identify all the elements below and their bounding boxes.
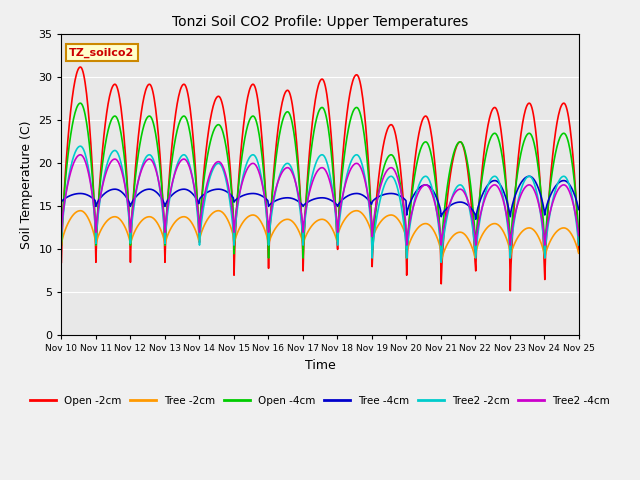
Tree -4cm bbox=[200, 192, 207, 197]
Tree -4cm bbox=[173, 189, 180, 194]
Tree2 -2cm bbox=[399, 210, 406, 216]
Tree2 -4cm bbox=[76, 152, 84, 157]
Tree -4cm bbox=[383, 191, 390, 197]
Tree -4cm bbox=[525, 173, 533, 179]
Tree2 -2cm bbox=[201, 199, 209, 204]
Open -2cm bbox=[575, 249, 582, 254]
Tree -2cm bbox=[353, 208, 360, 214]
Tree2 -2cm bbox=[121, 180, 129, 185]
Tree2 -2cm bbox=[575, 242, 582, 248]
Open -2cm bbox=[58, 259, 65, 265]
Tree2 -2cm bbox=[76, 144, 84, 149]
Tree2 -4cm bbox=[575, 233, 582, 239]
Tree -4cm bbox=[472, 216, 479, 222]
Tree -2cm bbox=[399, 224, 406, 229]
Tree -4cm bbox=[67, 192, 75, 198]
Tree -2cm bbox=[67, 216, 75, 221]
Open -2cm bbox=[173, 101, 181, 107]
Tree -2cm bbox=[173, 217, 180, 223]
Line: Tree2 -2cm: Tree2 -2cm bbox=[61, 146, 579, 262]
Tree -4cm bbox=[398, 194, 406, 200]
Open -4cm bbox=[67, 132, 75, 138]
Line: Open -2cm: Open -2cm bbox=[61, 67, 579, 291]
Line: Tree -4cm: Tree -4cm bbox=[61, 176, 579, 219]
Open -4cm bbox=[76, 100, 84, 106]
Open -4cm bbox=[58, 242, 65, 248]
Open -4cm bbox=[384, 154, 392, 160]
Tree2 -2cm bbox=[383, 176, 391, 182]
Tree2 -2cm bbox=[437, 259, 445, 265]
Tree -4cm bbox=[58, 199, 65, 205]
Tree2 -4cm bbox=[403, 242, 410, 248]
Tree -2cm bbox=[437, 259, 445, 265]
Open -2cm bbox=[67, 108, 75, 113]
Open -2cm bbox=[76, 64, 84, 70]
Open -2cm bbox=[201, 162, 209, 168]
Line: Tree -2cm: Tree -2cm bbox=[61, 211, 579, 262]
Tree2 -4cm bbox=[173, 164, 181, 170]
Tree2 -2cm bbox=[67, 164, 75, 170]
Tree2 -4cm bbox=[58, 229, 65, 235]
Tree2 -4cm bbox=[67, 169, 75, 175]
X-axis label: Time: Time bbox=[305, 359, 335, 372]
Tree -2cm bbox=[120, 222, 128, 228]
Tree2 -2cm bbox=[173, 162, 181, 168]
Tree -4cm bbox=[575, 206, 582, 212]
Tree -2cm bbox=[383, 213, 391, 219]
Tree -2cm bbox=[575, 250, 582, 256]
Open -4cm bbox=[121, 157, 129, 163]
Open -2cm bbox=[383, 127, 391, 132]
Legend: Open -2cm, Tree -2cm, Open -4cm, Tree -4cm, Tree2 -2cm, Tree2 -4cm: Open -2cm, Tree -2cm, Open -4cm, Tree -4… bbox=[26, 392, 614, 410]
Open -2cm bbox=[121, 142, 129, 148]
Tree2 -4cm bbox=[201, 192, 209, 198]
Open -2cm bbox=[506, 288, 514, 294]
Tree2 -4cm bbox=[383, 167, 391, 173]
Y-axis label: Soil Temperature (C): Soil Temperature (C) bbox=[20, 120, 33, 249]
Line: Tree2 -4cm: Tree2 -4cm bbox=[61, 155, 579, 245]
Open -4cm bbox=[173, 127, 181, 133]
Tree2 -4cm bbox=[121, 181, 129, 187]
Text: TZ_soilco2: TZ_soilco2 bbox=[69, 48, 134, 58]
Open -4cm bbox=[201, 172, 209, 178]
Line: Open -4cm: Open -4cm bbox=[61, 103, 579, 258]
Open -4cm bbox=[399, 203, 407, 209]
Tree2 -4cm bbox=[399, 196, 406, 202]
Tree -4cm bbox=[120, 192, 128, 197]
Tree -2cm bbox=[200, 224, 207, 229]
Open -2cm bbox=[399, 186, 406, 192]
Title: Tonzi Soil CO2 Profile: Upper Temperatures: Tonzi Soil CO2 Profile: Upper Temperatur… bbox=[172, 15, 468, 29]
Tree2 -2cm bbox=[58, 238, 65, 244]
Open -4cm bbox=[575, 232, 582, 238]
Open -4cm bbox=[265, 255, 273, 261]
Tree -2cm bbox=[58, 242, 65, 248]
